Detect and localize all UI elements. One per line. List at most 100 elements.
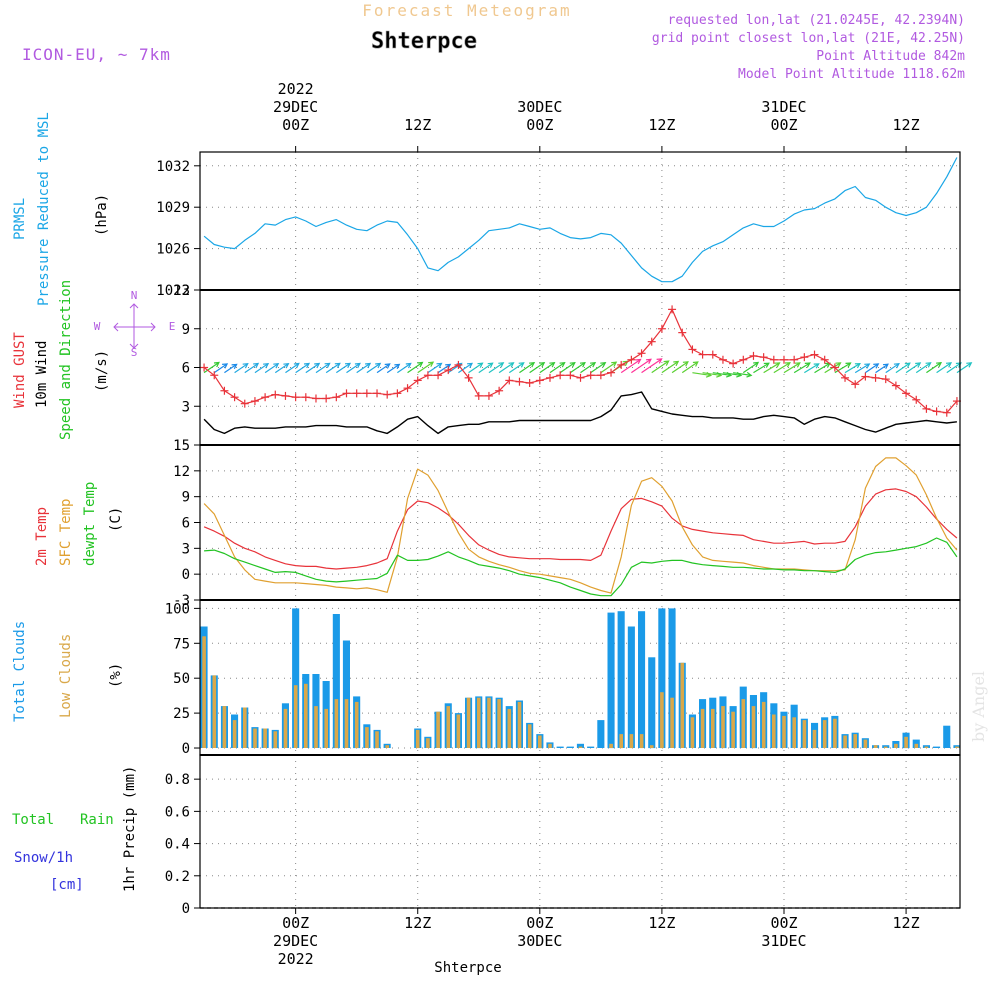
total-cloud-bar [933, 746, 941, 748]
compass-w: W [94, 320, 101, 333]
low-cloud-bar [212, 675, 217, 748]
gust-marker [200, 363, 209, 372]
clouds-ytick-label: 50 [173, 671, 190, 687]
low-cloud-bar [629, 734, 634, 749]
cloud-bars [200, 608, 961, 749]
wind-arrow-head [763, 362, 770, 368]
low-cloud-bar [344, 699, 349, 748]
wind-arrow-head [682, 361, 689, 367]
wind-arrow [946, 362, 962, 374]
wind-arrow-shaft [305, 363, 320, 374]
wind-label: 10m Wind [34, 341, 50, 408]
clouds-ytick-label: 75 [173, 636, 190, 652]
bottom-time-label: 12Z [893, 914, 920, 932]
wind-arrow [804, 363, 820, 374]
wind-arrow-head [529, 361, 536, 368]
plot-layer: 1023 1026 1029 1032 3 6 9 12 -3 0 3 6 9 12 15 0 25 50 75 10… [156, 80, 973, 968]
wind-arrow [427, 362, 443, 374]
wind-arrow-head [936, 361, 943, 368]
wind-arrow [590, 361, 607, 374]
wind-arrow-head [804, 362, 811, 368]
wind-arrow [915, 362, 932, 374]
total-cloud-bar [332, 614, 340, 749]
wind-arrow-shaft [539, 362, 555, 374]
wind-arrow-shaft [590, 362, 606, 374]
wind-arrow-shaft [651, 360, 669, 374]
wind-arrow-head [893, 362, 900, 369]
wind-arrow [793, 362, 811, 374]
gust-marker [301, 393, 310, 402]
wind-arrow-shaft [783, 362, 801, 374]
wind-arrow [407, 361, 424, 374]
wind-arrow-shaft [335, 362, 351, 374]
wind-ytick-label: 3 [182, 399, 190, 415]
gust-markers [200, 305, 961, 417]
wind-arrow-head [813, 363, 820, 369]
gust-marker [668, 305, 677, 314]
wind-arrow-shaft [905, 362, 921, 374]
wind-arrow-head [354, 362, 361, 369]
wind-arrow-shaft [569, 362, 586, 374]
precip-total-label: Total [12, 812, 54, 828]
low-cloud-bar [293, 685, 298, 748]
pressure-ytick-label: 1029 [156, 200, 190, 216]
wind-arrow [905, 362, 922, 374]
wind-arrow-shaft [244, 363, 259, 374]
wind-arrow [234, 362, 249, 374]
top-time-label: 30DEC [517, 98, 562, 116]
wind-arrow [854, 363, 871, 374]
low-cloud-bar [263, 728, 267, 748]
bottom-time-label: 31DEC [761, 932, 806, 950]
precip-ytick-label: 0.6 [165, 804, 190, 820]
wind-arrow-head [263, 362, 270, 369]
wind-arrow-head [635, 358, 642, 365]
temp-ytick-label: 12 [173, 464, 190, 480]
low-cloud-bar [731, 711, 735, 748]
gust-marker [902, 389, 911, 398]
wind-arrow [569, 361, 586, 374]
low-cloud-bar [609, 743, 613, 748]
compass-n: N [131, 289, 138, 302]
wind-arrow-shaft [285, 363, 300, 374]
wind-arrow-head [303, 362, 311, 369]
top-time-label: 12Z [648, 116, 675, 134]
wind-arrow-head [645, 358, 652, 364]
wind-arrow-shaft [213, 363, 228, 374]
wind-arrow-shaft [325, 362, 341, 374]
wind-arrow [773, 362, 791, 374]
wind-arrow [325, 362, 341, 374]
wind-arrow-shaft [631, 358, 652, 374]
wind-arrow [875, 363, 889, 374]
gust-marker [332, 393, 341, 402]
wind-arrow-head [600, 361, 607, 368]
wind-arrow [224, 363, 238, 374]
gust-marker [444, 366, 453, 375]
wind-arrow [641, 358, 663, 374]
gust-marker [434, 371, 443, 380]
wind-arrow-shaft [264, 363, 279, 374]
gust-marker [505, 376, 514, 385]
gust-marker [413, 376, 422, 385]
precip-ytick-label: 0 [182, 901, 190, 917]
gust-marker [240, 399, 249, 408]
low-cloud-bar [334, 699, 339, 748]
wind-arrow [264, 362, 280, 374]
low-cloud-bar [670, 697, 674, 748]
wind-arrow-shaft [366, 363, 381, 374]
low-cloud-bar [863, 739, 868, 748]
gust-marker [932, 407, 941, 416]
wind-arrow-shaft [203, 362, 220, 374]
clouds-ytick-label: 100 [165, 601, 190, 617]
wind-arrow [681, 361, 699, 374]
wind-arrow [285, 362, 300, 374]
wind-arrow-shaft [254, 363, 269, 374]
total-cloud-bar [617, 611, 625, 748]
wind-arrow-shaft [468, 362, 483, 374]
clouds-ytick-label: 25 [173, 706, 190, 722]
wind-arrow-head [344, 362, 352, 369]
low-cloud-bar [955, 746, 959, 748]
top-time-label: 31DEC [761, 98, 806, 116]
wind-arrow-shaft [458, 362, 473, 374]
wind-arrow-shaft [295, 363, 310, 374]
gust-marker [607, 368, 616, 377]
